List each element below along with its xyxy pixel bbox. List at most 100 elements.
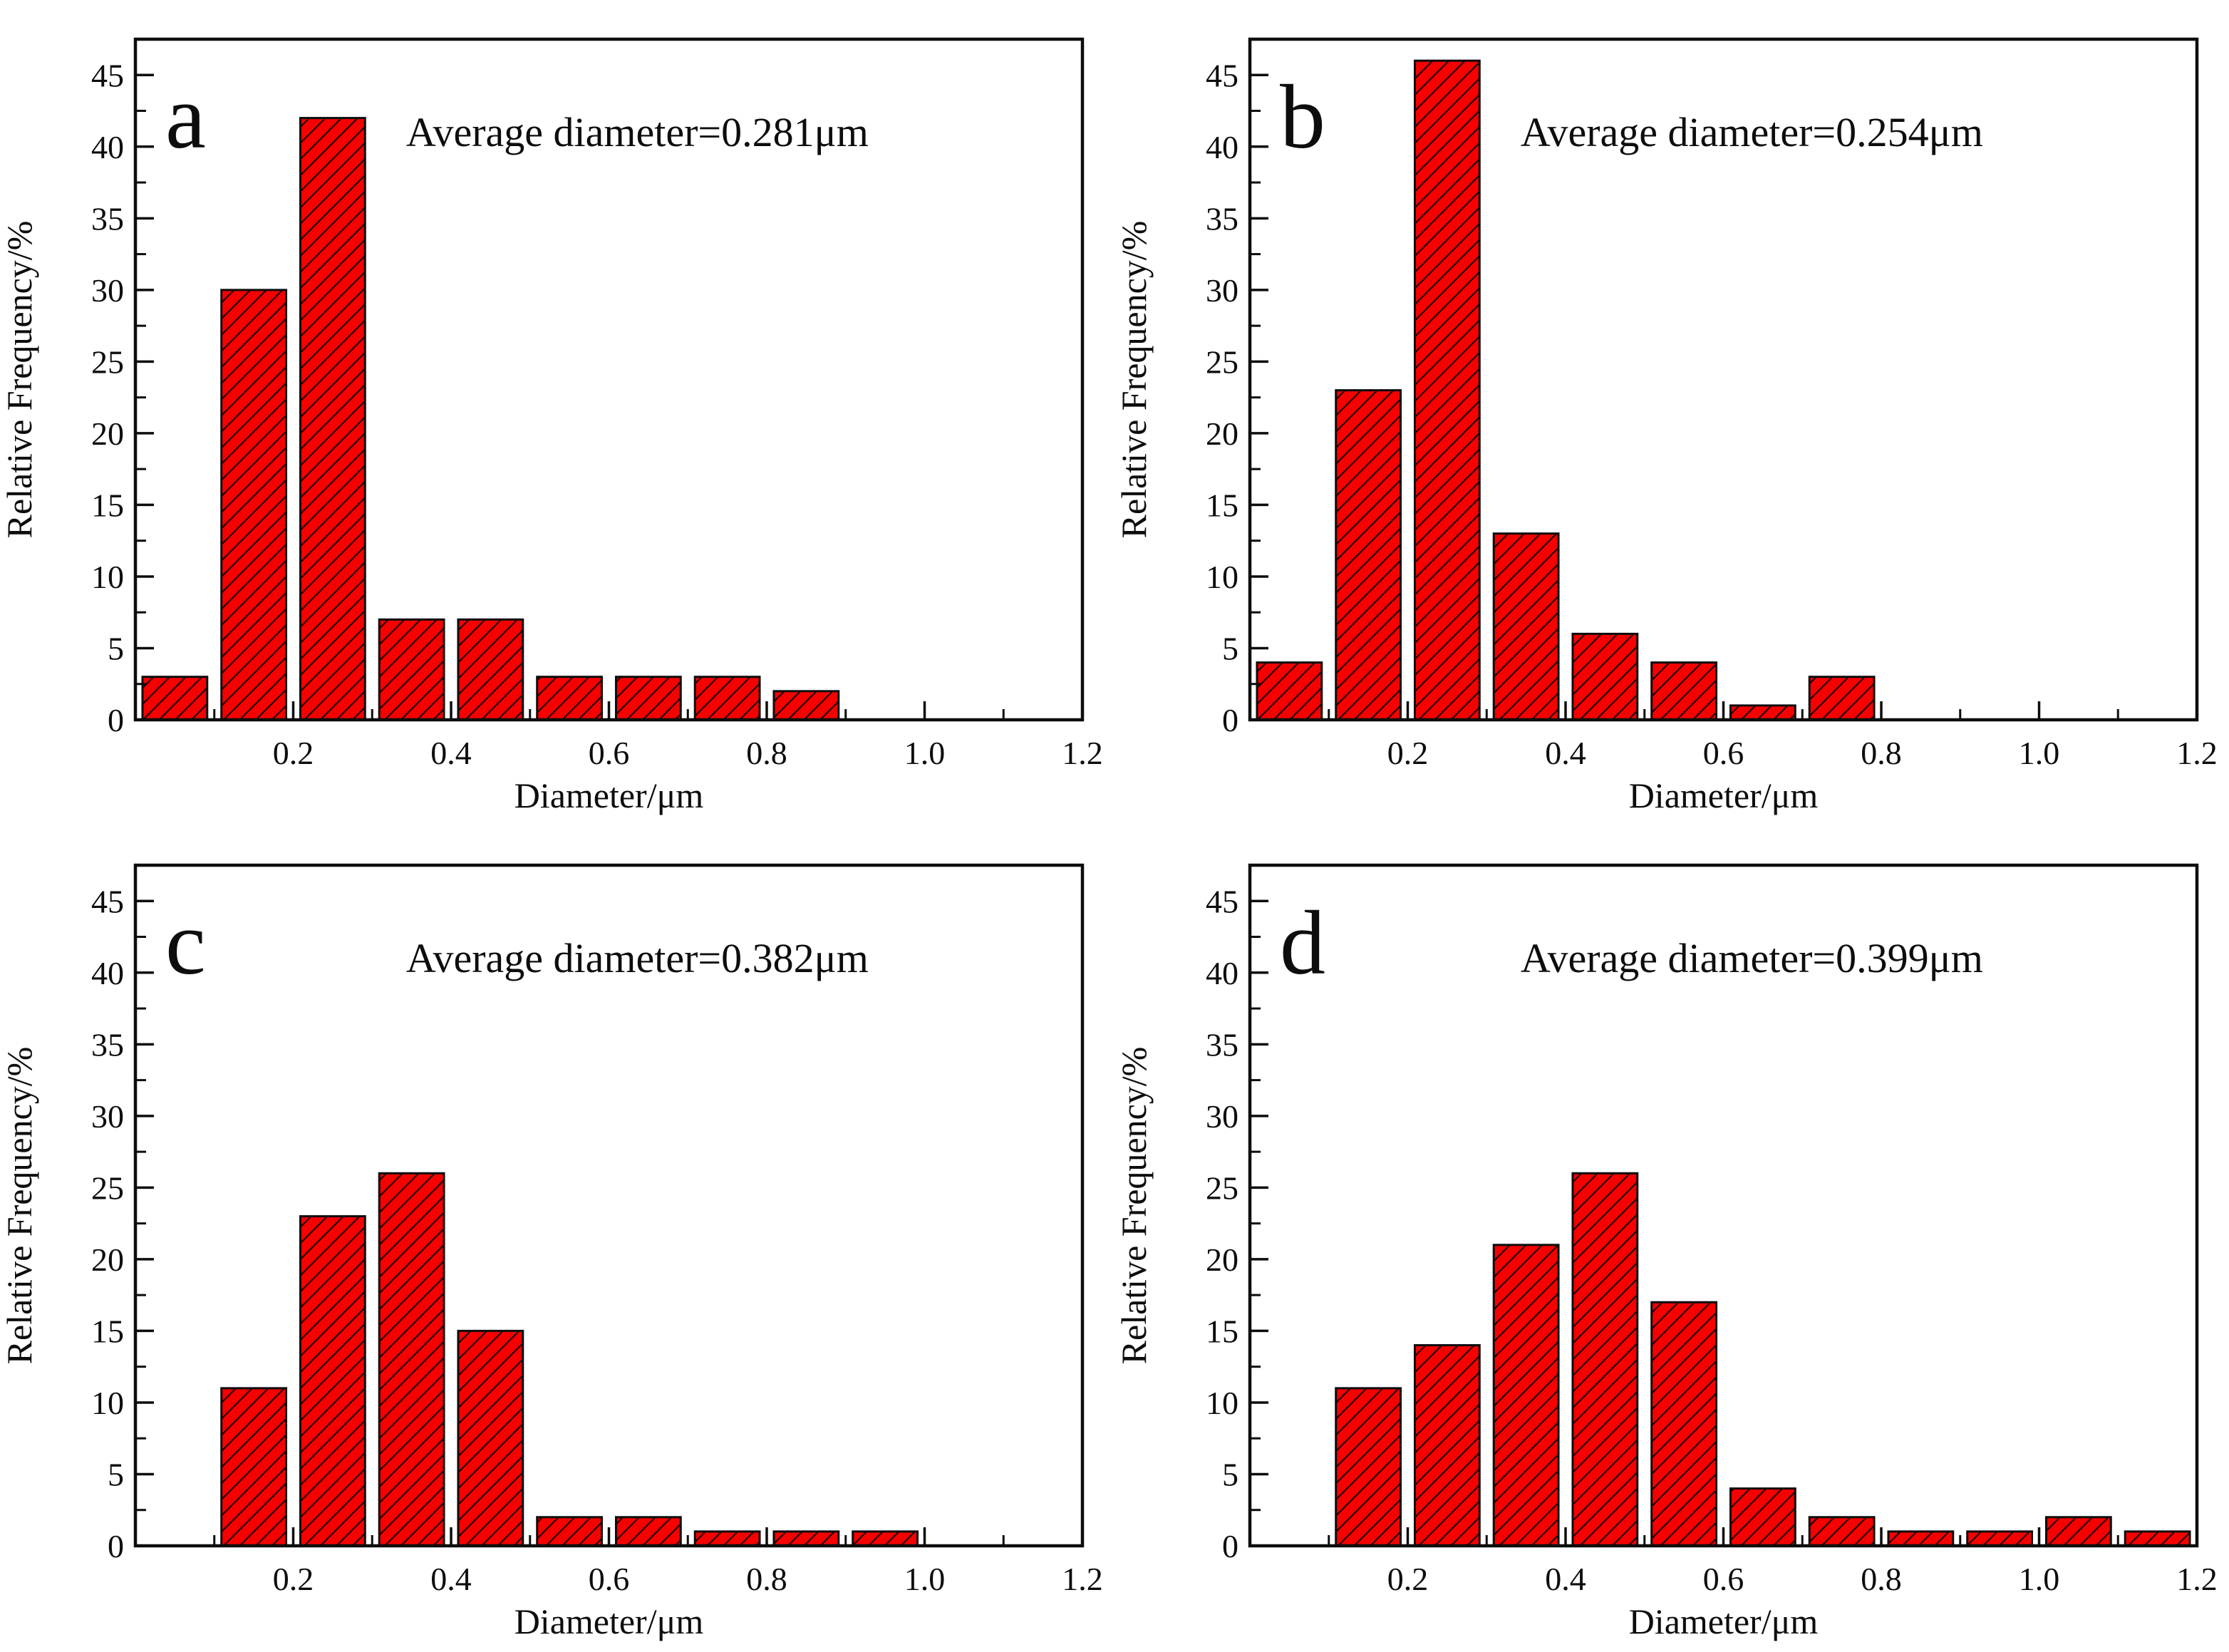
- y-tick-label: 15: [1206, 487, 1238, 524]
- panel-letter: a: [165, 66, 206, 167]
- y-tick-label: 30: [91, 1098, 124, 1135]
- average-diameter-annotation: Average diameter=0.254μm: [1521, 109, 1983, 155]
- panel-cell-d: 0 5 10 15 20 25 30 35 40 45 0.2 0.4 0.6 0.8 1.0 1.2 Diam…: [1114, 826, 2229, 1652]
- y-tick-label: 40: [91, 955, 124, 991]
- x-tick-label: 0.6: [589, 1561, 630, 1597]
- x-tick-label: 1.2: [2176, 735, 2218, 771]
- y-tick-label: 45: [1206, 57, 1238, 93]
- histogram-panel-c: 0 5 10 15 20 25 30 35 40 45 0.2 0.4 0.6 0.8 1.0 1.2 Diam…: [0, 863, 1103, 1641]
- y-tick-label: 45: [1206, 883, 1238, 919]
- x-tick-label: 0.4: [430, 735, 472, 771]
- x-tick-label: 1.0: [2019, 1561, 2060, 1597]
- x-tick-label: 0.6: [1703, 735, 1744, 771]
- histogram-bar: [1966, 1530, 2034, 1547]
- histogram-bar: [378, 618, 445, 721]
- panel-cell-b: 0 5 10 15 20 25 30 35 40 45 0.2 0.4 0.6 0.8 1.0 1.2 Diam…: [1114, 0, 2229, 826]
- y-tick-label: 25: [1206, 1170, 1238, 1206]
- x-tick-label: 0.6: [589, 735, 630, 771]
- histogram-bar: [1729, 1487, 1796, 1547]
- y-tick-label: 20: [1206, 1241, 1238, 1278]
- y-axis-title: Relative Frequency/%: [0, 221, 39, 539]
- panel-cell-a: 0 5 10 15 20 25 30 35 40 45 0.2 0.4 0.6 0.8 1.0 1.2 Diam…: [0, 0, 1114, 826]
- y-tick-label: 40: [91, 129, 124, 165]
- x-axis-title: Diameter/μm: [514, 775, 704, 815]
- x-tick-label: 0.8: [1861, 735, 1902, 771]
- x-tick-label: 0.2: [273, 1561, 314, 1597]
- y-tick-label: 5: [1222, 1457, 1238, 1493]
- histogram-bar: [536, 1516, 604, 1547]
- histogram-bar: [457, 618, 524, 721]
- y-tick-label: 30: [91, 272, 124, 309]
- histogram-bar: [1335, 1387, 1402, 1547]
- histogram-bar: [1808, 676, 1876, 721]
- x-tick-label: 0.8: [1861, 1561, 1902, 1597]
- y-tick-label: 25: [1206, 344, 1238, 380]
- x-tick-label: 0.4: [430, 1561, 472, 1597]
- histogram-bar: [693, 1530, 761, 1547]
- y-tick-label: 5: [1222, 631, 1238, 667]
- y-tick-label: 10: [1206, 1385, 1238, 1421]
- panel-letter: b: [1280, 66, 1325, 167]
- y-tick-label: 40: [1206, 955, 1238, 991]
- x-axis-title: Diameter/μm: [1629, 775, 1819, 815]
- histogram-bar: [614, 676, 682, 721]
- x-axis-title: Diameter/μm: [1629, 1601, 1819, 1641]
- plot-frame: [1248, 37, 2199, 722]
- y-tick-label: 40: [1206, 129, 1238, 165]
- x-tick-label: 0.2: [1387, 735, 1429, 771]
- y-tick-label: 10: [91, 1385, 124, 1421]
- y-axis-title: Relative Frequency/%: [0, 1047, 39, 1365]
- y-tick-label: 20: [1206, 415, 1238, 452]
- x-tick-label: 0.4: [1545, 735, 1586, 771]
- y-tick-label: 25: [91, 344, 124, 380]
- y-tick-label: 20: [91, 1241, 124, 1278]
- histogram-bar: [2044, 1516, 2112, 1547]
- x-tick-label: 1.0: [904, 1561, 946, 1597]
- x-tick-label: 0.4: [1545, 1561, 1586, 1597]
- histogram-panel-d: 0 5 10 15 20 25 30 35 40 45 0.2 0.4 0.6 0.8 1.0 1.2 Diam…: [1114, 863, 2218, 1641]
- plot-frame: [1248, 863, 2199, 1548]
- histogram-bar: [772, 1530, 840, 1547]
- plot-frame: [133, 37, 1085, 722]
- panel-letter: c: [165, 892, 206, 993]
- y-tick-label: 30: [1206, 272, 1238, 309]
- histogram-bar: [1492, 532, 1560, 721]
- histogram-bar: [772, 690, 840, 721]
- histogram-bar: [141, 676, 209, 721]
- y-tick-label: 45: [91, 57, 124, 93]
- x-tick-label: 1.2: [1062, 735, 1103, 771]
- histogram-bar: [378, 1172, 445, 1547]
- panel-letter: d: [1280, 892, 1325, 993]
- histogram-bar: [1413, 59, 1481, 721]
- histogram-bar: [1729, 704, 1796, 721]
- y-tick-label: 0: [108, 702, 124, 738]
- histogram-bar: [536, 676, 604, 721]
- x-tick-label: 1.0: [2019, 735, 2060, 771]
- y-tick-label: 20: [91, 415, 124, 452]
- x-tick-label: 1.2: [1062, 1561, 1103, 1597]
- histogram-bar: [1256, 661, 1323, 721]
- x-tick-label: 1.0: [904, 735, 946, 771]
- histogram-bar: [299, 117, 366, 721]
- histogram-bar: [1492, 1244, 1560, 1547]
- histogram-panel-b: 0 5 10 15 20 25 30 35 40 45 0.2 0.4 0.6 0.8 1.0 1.2 Diam…: [1114, 37, 2218, 815]
- y-axis-title: Relative Frequency/%: [1114, 1047, 1154, 1365]
- histogram-bar: [457, 1329, 524, 1547]
- histogram-bar: [1887, 1530, 1955, 1547]
- y-tick-label: 35: [91, 200, 124, 237]
- y-tick-label: 5: [108, 1457, 124, 1493]
- y-tick-label: 5: [108, 631, 124, 667]
- histogram-bar: [1808, 1516, 1876, 1547]
- histogram-bar: [220, 289, 288, 721]
- y-tick-label: 35: [1206, 1026, 1238, 1063]
- y-tick-label: 10: [91, 559, 124, 595]
- y-tick-label: 0: [108, 1528, 124, 1564]
- y-tick-label: 35: [91, 1026, 124, 1063]
- histogram-bar: [1413, 1344, 1481, 1547]
- histogram-bar: [220, 1387, 288, 1547]
- y-tick-label: 15: [1206, 1313, 1238, 1350]
- y-axis-title: Relative Frequency/%: [1114, 221, 1154, 539]
- panel-cell-c: 0 5 10 15 20 25 30 35 40 45 0.2 0.4 0.6 0.8 1.0 1.2 Diam…: [0, 826, 1114, 1652]
- y-tick-label: 0: [1222, 702, 1238, 738]
